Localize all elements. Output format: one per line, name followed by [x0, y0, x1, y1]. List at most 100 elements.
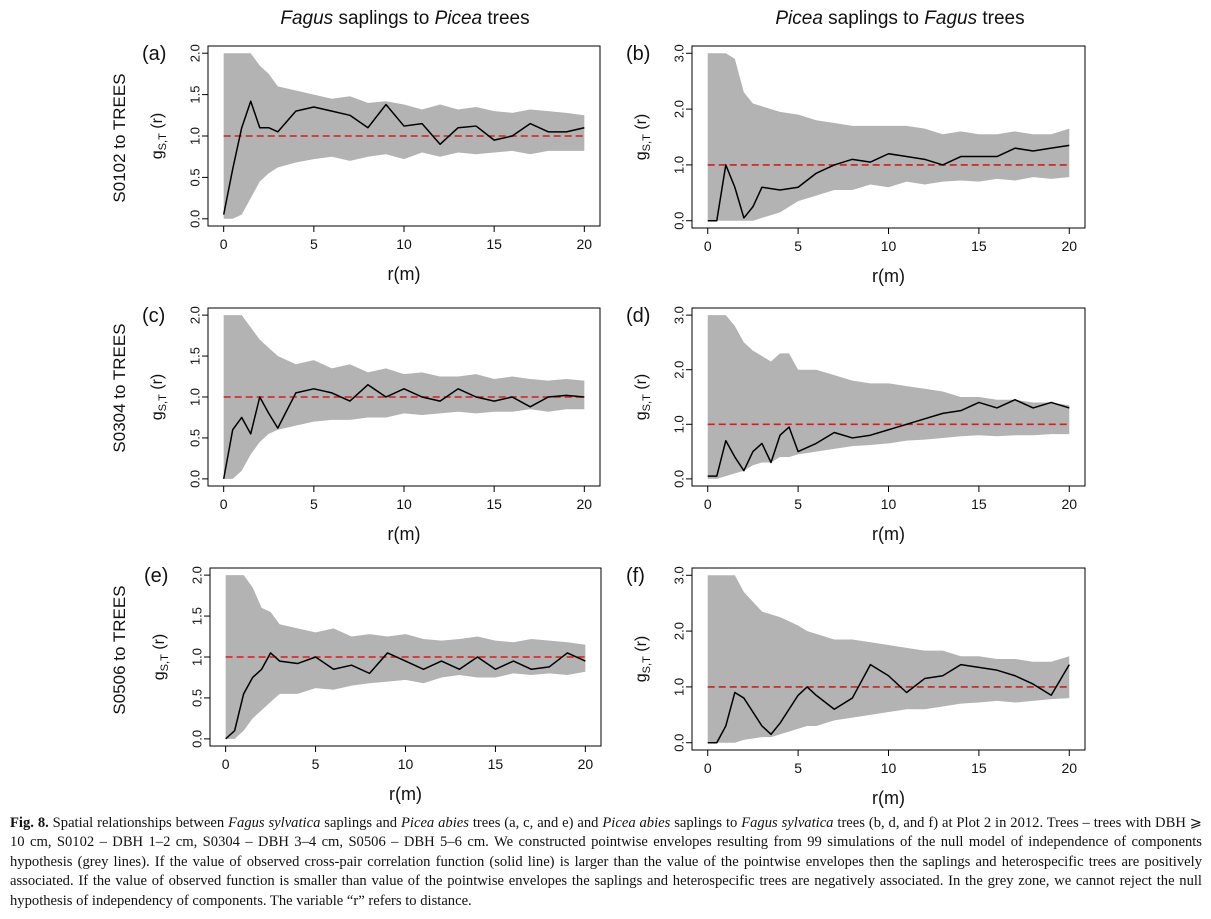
y-tick-label: 1.0 [189, 648, 204, 666]
x-tick-label: 0 [704, 760, 712, 776]
column-title-left-mid: saplings to [333, 8, 435, 29]
y-tick-label: 2.0 [671, 622, 686, 640]
y-tick-label: 0.0 [187, 210, 202, 228]
caption-segment: Spatial relationships between [48, 815, 229, 831]
x-tick-label: 5 [794, 238, 802, 254]
chart-panel-c: 0 5 10 15 20 0.0 0.5 1.0 1.5 2.0 (c) r(m) gS,T (r) [142, 305, 601, 544]
observed-line [707, 663, 1070, 744]
x-tick-label: 10 [398, 756, 414, 772]
column-title-right-tail: trees [977, 8, 1025, 29]
observed-line [225, 652, 586, 740]
x-tick-label: 20 [578, 756, 594, 772]
y-tick-label: 1.0 [671, 678, 686, 696]
x-tick-label: 5 [794, 496, 802, 512]
envelope-area [707, 53, 1070, 221]
y-tick-label: 1.0 [187, 127, 202, 145]
x-tick-label: 15 [486, 496, 502, 512]
column-title-left-tail: trees [482, 8, 530, 29]
y-axis-label: gS,T (r) [151, 634, 171, 680]
column-title-left: Fagus saplings to Picea trees [165, 8, 645, 30]
y-tick-label: 2.0 [187, 306, 202, 324]
panel-letter: (f) [626, 565, 645, 587]
y-tick-label: 1.0 [187, 388, 202, 406]
panel-letter: (d) [626, 305, 650, 327]
figure-caption-label: Fig. 8. [10, 815, 49, 831]
envelope-area [707, 575, 1070, 743]
x-tick-label: 10 [396, 496, 412, 512]
y-tick-label: 0.0 [187, 470, 202, 488]
x-tick-label: 20 [1061, 496, 1077, 512]
column-title-left-species-a: Fagus [280, 8, 334, 29]
column-title-right: Picea saplings to Fagus trees [660, 8, 1140, 30]
caption-segment: saplings to [670, 815, 742, 831]
x-tick-label: 15 [486, 236, 502, 252]
caption-segment: Picea abies [602, 815, 671, 831]
x-tick-label: 15 [971, 238, 987, 254]
panel-letter: (b) [626, 43, 650, 65]
caption-segment: trees (a, c, and e) and [468, 815, 603, 831]
caption-segment: Picea abies [401, 815, 469, 831]
column-title-right-mid: saplings to [822, 8, 925, 29]
x-tick-label: 0 [220, 236, 228, 252]
y-tick-label: 2.0 [189, 566, 204, 584]
x-tick-label: 5 [310, 236, 318, 252]
panel-letter: (c) [142, 305, 165, 327]
caption-segment: trees (b, d, and f) at Plot 2 in 2012. T… [10, 815, 1202, 909]
envelope-area [707, 315, 1070, 479]
x-axis-label: r(m) [388, 264, 421, 284]
y-tick-label: 0.5 [189, 689, 204, 707]
observed-line [707, 398, 1070, 477]
figure-caption: Fig. 8. Spatial relationships between Fa… [10, 814, 1202, 911]
x-tick-label: 5 [310, 496, 318, 512]
x-tick-label: 15 [971, 496, 987, 512]
x-axis-label: r(m) [389, 784, 422, 804]
y-axis-label: gS,T (r) [633, 114, 653, 160]
x-tick-label: 20 [1061, 238, 1077, 254]
x-tick-label: 10 [396, 236, 412, 252]
y-tick-label: 1.5 [187, 347, 202, 365]
x-tick-label: 15 [971, 760, 987, 776]
y-tick-label: 0.5 [187, 429, 202, 447]
x-tick-label: 0 [222, 756, 230, 772]
chart-panel-d: 0 5 10 15 20 0.0 1.0 2.0 3.0 (d) r(m) gS,T (r) [626, 305, 1086, 544]
y-tick-label: 0.0 [671, 734, 686, 752]
x-axis-label: r(m) [872, 788, 905, 808]
y-tick-label: 1.5 [189, 607, 204, 625]
chart-panel-f: 0 5 10 15 20 0.0 1.0 2.0 3.0 (f) r(m) gS,T (r) [626, 565, 1086, 808]
x-axis-label: r(m) [872, 524, 905, 544]
y-axis-label: gS,T (r) [149, 374, 169, 420]
y-tick-label: 3.0 [671, 44, 686, 62]
x-tick-label: 20 [1061, 760, 1077, 776]
y-tick-label: 2.0 [671, 361, 686, 379]
y-tick-label: 3.0 [671, 306, 686, 324]
row-label-s0506: S0506 to TREES [110, 585, 129, 715]
y-tick-label: 3.0 [671, 566, 686, 584]
y-tick-label: 2.0 [671, 100, 686, 118]
column-title-right-species-b: Fagus [924, 8, 978, 29]
y-tick-label: 1.0 [671, 415, 686, 433]
x-axis-label: r(m) [872, 266, 905, 286]
y-tick-label: 2.0 [187, 44, 202, 62]
column-title-right-species-a: Picea [775, 8, 823, 29]
caption-segment: saplings and [320, 815, 401, 831]
x-tick-label: 0 [220, 496, 228, 512]
x-tick-label: 0 [704, 496, 712, 512]
observed-line [222, 383, 585, 480]
x-tick-label: 10 [881, 238, 897, 254]
y-tick-label: 0.5 [187, 168, 202, 186]
observed-line [222, 100, 585, 215]
observed-line [707, 144, 1070, 222]
caption-segment: Fagus sylvatica [228, 815, 321, 831]
figure-caption-body: Spatial relationships between Fagus sylv… [10, 815, 1202, 909]
panel-letter: (a) [142, 43, 166, 65]
y-axis-label: gS,T (r) [633, 374, 653, 420]
x-tick-label: 20 [577, 236, 593, 252]
chart-panel-b: 0 5 10 15 20 0.0 1.0 2.0 3.0 (b) r(m) gS,T (r) [626, 43, 1086, 286]
panel-letter: (e) [144, 565, 168, 587]
y-tick-label: 1.5 [187, 86, 202, 104]
x-tick-label: 15 [488, 756, 504, 772]
x-tick-label: 5 [794, 760, 802, 776]
y-axis-label: gS,T (r) [633, 636, 653, 682]
y-tick-label: 0.0 [671, 470, 686, 488]
caption-segment: Fagus sylvatica [741, 815, 834, 831]
